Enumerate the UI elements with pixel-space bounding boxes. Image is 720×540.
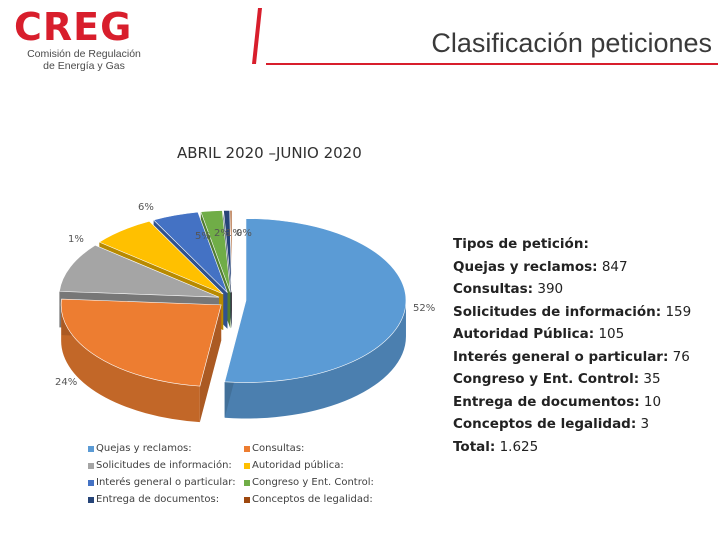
logo-subtitle-line-2: de Energía y Gas [43, 60, 125, 72]
summary-row-label: Congreso y Ent. Control: [453, 371, 640, 387]
legend-label: Solicitudes de información: [96, 460, 232, 471]
data-label: 2% [214, 228, 230, 239]
legend-entry: Quejas y reclamos: [88, 441, 244, 456]
legend-label: Autoridad pública: [252, 460, 344, 471]
legend-swatch [88, 445, 94, 452]
summary-row-label: Interés general o particular: [453, 348, 669, 365]
summary-row-label: Consultas: [453, 281, 534, 297]
legend-swatch [88, 462, 94, 469]
pie-slice-top [59, 244, 220, 298]
legend-entry: Consultas: [244, 441, 388, 456]
chart-title: ABRIL 2020 –JUNIO 2020 [177, 144, 362, 162]
legend-entry: Solicitudes de información: [88, 458, 244, 473]
pie-slice [60, 298, 222, 423]
summary-row-label: Quejas y reclamos: [453, 258, 598, 275]
legend-swatch [244, 445, 250, 452]
legend-label: Interés general o particular: [96, 477, 236, 488]
summary-row-value: 76 [668, 348, 690, 365]
slide-title: Clasificación peticiones [431, 28, 712, 58]
data-label: 6% [138, 202, 154, 213]
data-label: 1% [68, 234, 84, 245]
legend-label: Conceptos de legalidad: [252, 494, 373, 505]
title-slash-decoration [252, 8, 262, 64]
summary-row-value: 847 [597, 258, 628, 275]
summary-row-label: Conceptos de legalidad: [453, 416, 637, 432]
title-underline [266, 63, 718, 65]
legend-swatch [88, 496, 94, 503]
legend-label: Entrega de documentos: [96, 494, 220, 505]
logo-subtitle: Comisión de Regulación de Energía y Gas [24, 48, 144, 72]
summary-row: Quejas y reclamos: 847 [453, 256, 715, 279]
summary-total: Total: 1.625 [453, 436, 715, 459]
legend-swatch [244, 462, 250, 469]
pie-slice [224, 218, 407, 419]
pie-slice-top [60, 298, 222, 387]
summary-row: Solicitudes de información: 159 [453, 301, 715, 324]
summary-row: Entrega de documentos: 10 [453, 391, 715, 414]
title-box: Clasificación peticiones [252, 8, 718, 65]
data-label: 5% [195, 231, 211, 242]
summary-row: Consultas: 390 [453, 278, 715, 301]
total-label: Total: [453, 438, 496, 455]
summary-heading: Tipos de petición: [453, 236, 589, 252]
summary-row-value: 105 [594, 326, 625, 342]
creg-logo: CREG Comisión de Regulación de Energía y… [14, 5, 154, 72]
pie-slice-side [224, 300, 406, 419]
summary-row-label: Autoridad Pública: [453, 326, 595, 342]
summary-row-value: 35 [639, 371, 661, 387]
summary-row-label: Solicitudes de información: [453, 303, 662, 320]
data-label: 52% [413, 303, 435, 314]
summary-row-value: 390 [533, 281, 564, 297]
petition-summary: Tipos de petición: Quejas y reclamos: 84… [453, 233, 715, 458]
slide-header: CREG Comisión de Regulación de Energía y… [0, 0, 720, 78]
summary-row: Autoridad Pública: 105 [453, 323, 715, 346]
pie-slice-top [224, 218, 407, 383]
legend-swatch [88, 479, 94, 486]
legend-label: Quejas y reclamos: [96, 443, 192, 454]
legend-entry: Congreso y Ent. Control: [244, 475, 388, 490]
pie-slice-top [200, 210, 231, 293]
pie-slice-top [153, 211, 228, 293]
summary-row-value: 3 [636, 416, 650, 432]
legend-entry: Entrega de documentos: [88, 492, 244, 507]
pie-slice-side [61, 304, 200, 423]
logo-wordmark: CREG [14, 5, 133, 49]
legend-label: Consultas: [252, 443, 305, 454]
pie-slice-top [98, 220, 224, 295]
data-label: 1% [226, 228, 242, 239]
chart-legend: Quejas y reclamos: Consultas: Solicitudes … [88, 441, 388, 507]
legend-label: Congreso y Ent. Control: [252, 477, 374, 488]
summary-row: Conceptos de legalidad: 3 [453, 413, 715, 436]
summary-row: Congreso y Ent. Control: 35 [453, 368, 715, 391]
legend-entry: Conceptos de legalidad: [244, 492, 388, 507]
pie-slice-top [229, 209, 233, 293]
legend-entry: Autoridad pública: [244, 458, 388, 473]
total-value: 1.625 [499, 438, 539, 455]
logo-subtitle-line-1: Comisión de Regulación [27, 48, 141, 60]
legend-swatch [244, 496, 250, 503]
summary-row-label: Entrega de documentos: [453, 393, 640, 410]
pie-slice-top [223, 210, 232, 293]
legend-swatch [244, 479, 250, 486]
summary-row-value: 10 [639, 393, 662, 410]
legend-entry: Interés general o particular: [88, 475, 244, 490]
data-label: 0% [236, 228, 252, 239]
data-label: 24% [55, 377, 77, 388]
summary-row-value: 159 [661, 303, 692, 320]
summary-row: Interés general o particular: 76 [453, 346, 715, 369]
